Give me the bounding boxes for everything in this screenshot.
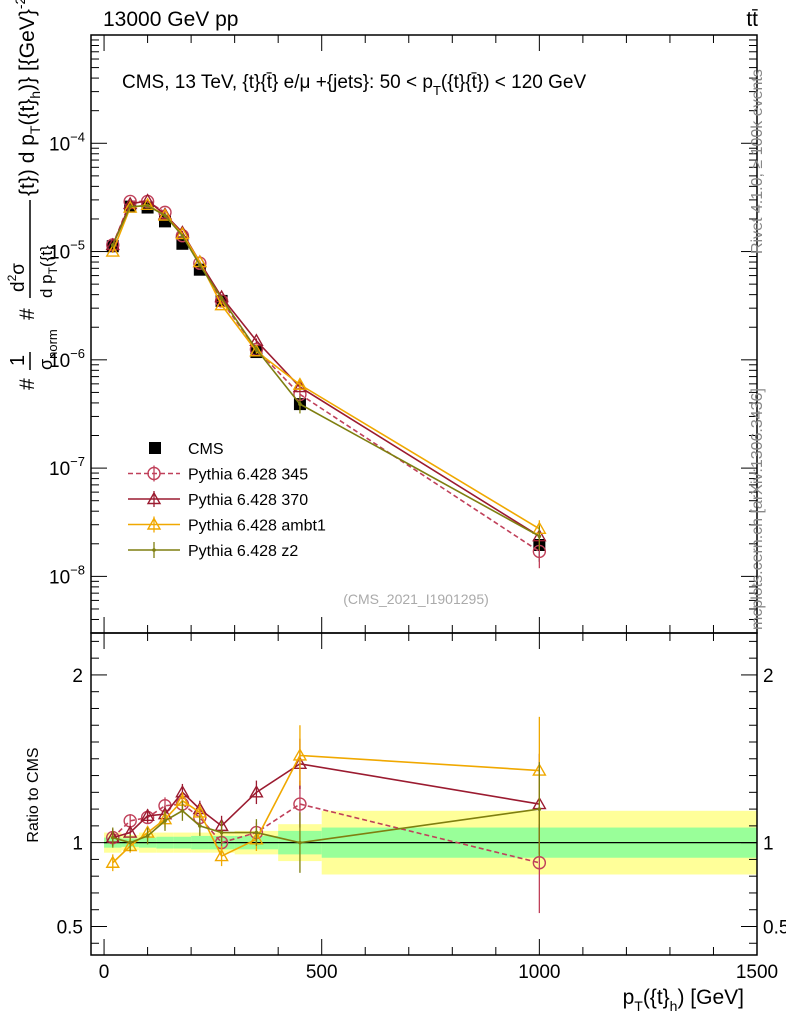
data-point [140, 197, 155, 211]
x-tick-label: 1500 [736, 962, 778, 983]
data-point [254, 347, 259, 352]
data-point [537, 534, 542, 539]
ratio-y-tick-label-right: 1 [763, 834, 774, 855]
series-1 [106, 194, 547, 569]
ratio-point [293, 797, 307, 811]
ratio-point [180, 808, 185, 813]
ratio-point [214, 848, 229, 862]
y-tick-label: 10−5 [49, 238, 85, 264]
ratio-point [163, 819, 167, 823]
series-line [112, 204, 540, 537]
data-point [198, 263, 202, 267]
data-point [249, 343, 264, 357]
ratio-y-axis-label: Ratio to CMS [25, 747, 42, 842]
legend-marker [149, 442, 161, 454]
ratio-series-3 [110, 762, 542, 873]
ratio-y-tick-label-right: 0.5 [763, 917, 786, 938]
legend-marker [152, 548, 156, 552]
header-left: 13000 GeV pp [103, 8, 238, 31]
data-point [292, 377, 308, 390]
legend-marker [146, 491, 162, 505]
data-point [110, 243, 115, 247]
watermark: (CMS_2021_I1901295) [343, 591, 489, 607]
data-point [214, 289, 229, 303]
y-tick-label: 10−4 [49, 129, 85, 155]
legend-label: Pythia 6.428 345 [188, 467, 308, 484]
legend-marker [146, 517, 162, 530]
data-point [180, 233, 185, 238]
svg-text:{t}) d pT({t}h)} [{GeV}-2]: {t}) d pT({t}h)} [{GeV}-2] [12, 0, 43, 196]
ratio-frame [90, 632, 758, 956]
legend-entry: Pythia 6.428 345 [128, 465, 308, 484]
legend-label: Pythia 6.428 ambt1 [188, 518, 326, 535]
ratio-point [219, 830, 224, 835]
svg-text:#: # [16, 378, 39, 390]
x-tick-label: 500 [306, 962, 338, 983]
ratio-line [112, 808, 540, 844]
ratio-point [532, 856, 547, 870]
ratio-point [298, 840, 302, 845]
legend-entry: Pythia 6.428 z2 [128, 542, 298, 560]
ratio-point [198, 824, 202, 828]
series-0 [106, 200, 546, 562]
ratio-y-tick-label: 1 [72, 834, 83, 855]
svg-text:d pT({t}: d pT({t} [37, 245, 60, 298]
x-axis-label: pT({t}h) [GeV] [623, 986, 744, 1014]
data-point [219, 296, 224, 301]
ratio-point [140, 808, 155, 822]
data-point [128, 204, 132, 209]
data-point [298, 402, 302, 406]
y-tick-label: 10−7 [49, 454, 85, 480]
svg-text:d2σ: d2σ [5, 263, 29, 292]
series-line [112, 204, 540, 530]
ratio-point [249, 784, 264, 798]
legend-entry: Pythia 6.428 ambt1 [128, 516, 326, 535]
legend-label: Pythia 6.428 z2 [188, 543, 298, 560]
ratio-point [128, 840, 132, 845]
ratio-line [112, 762, 540, 839]
main-y-axis-label: # 1 σnorm # d2σ d pT({t} {t}) d pT({t}h)… [5, 0, 60, 390]
x-tick-label: 0 [99, 962, 110, 983]
svg-text:1: 1 [7, 355, 29, 366]
data-point [214, 297, 229, 311]
data-point [163, 213, 167, 218]
legend-entry: CMS [149, 441, 224, 458]
header-right: tt̄ [746, 8, 758, 31]
legend-label: Pythia 6.428 370 [188, 492, 308, 509]
ratio-point [537, 807, 542, 811]
ratio-point [254, 830, 259, 835]
ratio-point [292, 748, 308, 761]
legend-entry: Pythia 6.428 370 [128, 491, 308, 509]
series-line [112, 199, 540, 537]
legend-marker [147, 466, 161, 481]
y-tick-label: 10−6 [49, 346, 85, 372]
ratio-y-tick-label: 0.5 [57, 917, 83, 938]
data-point [145, 203, 150, 208]
rivet-label: Rivet 4.1.0, ≥ 100k events [749, 69, 766, 254]
legend-label: CMS [188, 441, 224, 458]
ratio-point [110, 835, 115, 840]
x-tick-label: 1000 [518, 962, 560, 983]
series-3 [105, 197, 547, 540]
series-4 [110, 203, 542, 550]
svg-text:#: # [16, 308, 39, 320]
y-tick-label: 10−8 [49, 562, 85, 588]
data-point [157, 208, 173, 221]
ratio-line [112, 803, 540, 864]
main-title: CMS, 13 TeV, {t}{t̄} e/μ +{jets}: 50 < p… [122, 72, 586, 98]
ratio-y-tick-label-right: 2 [763, 666, 774, 687]
data-point [105, 244, 120, 257]
mcplots-label: mcplots.cern.ch [arXiv:1306.3436] [749, 388, 766, 630]
ratio-point [105, 855, 120, 868]
series-2 [105, 193, 547, 544]
ratio-point [145, 834, 150, 838]
ratio-y-tick-label: 2 [72, 666, 83, 687]
